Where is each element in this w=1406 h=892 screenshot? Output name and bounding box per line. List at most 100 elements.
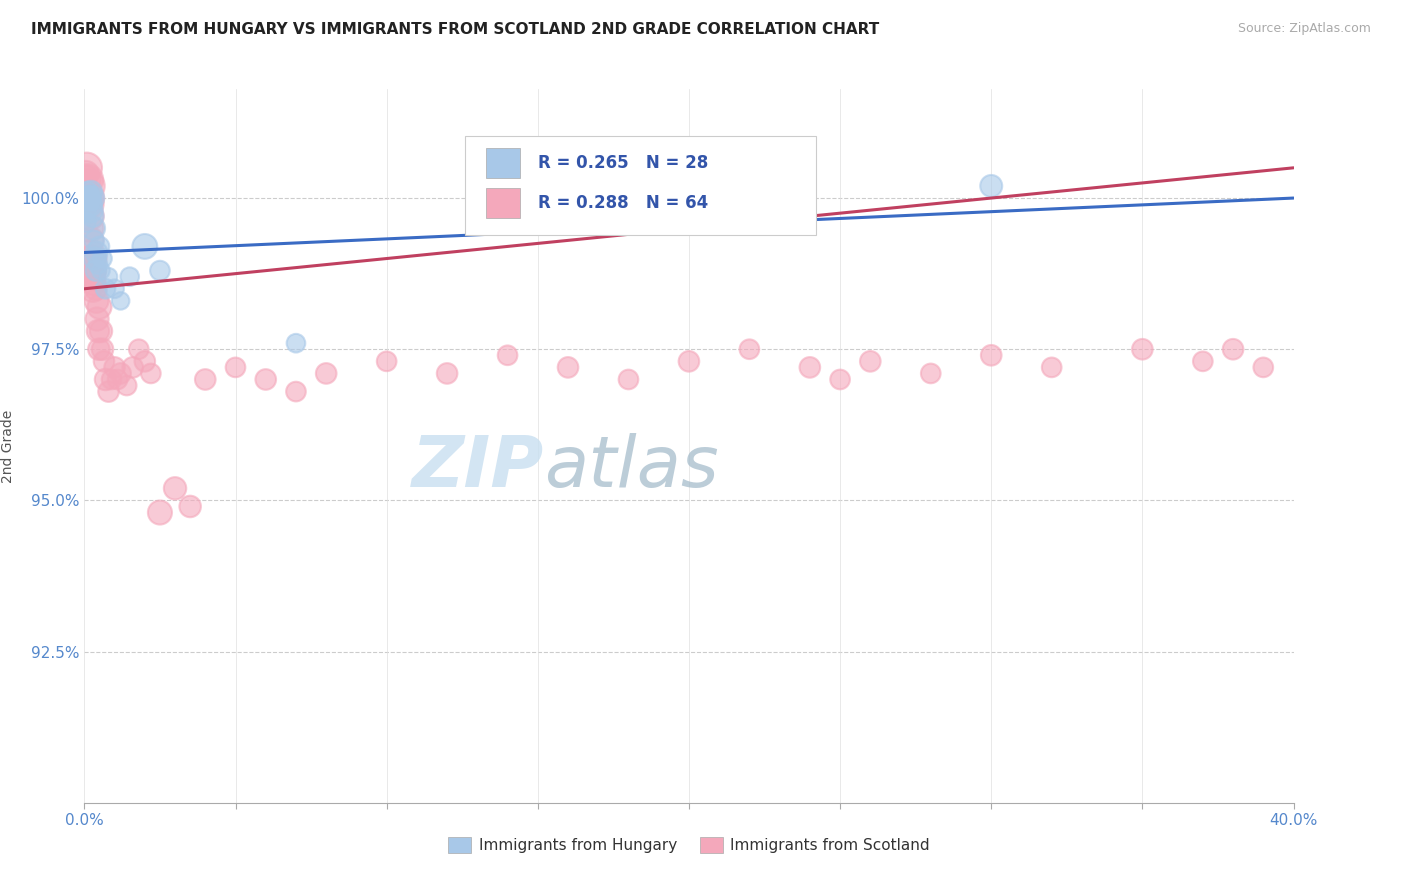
Point [79, 221, 101, 235]
Point [82, 221, 104, 235]
Point [75, 215, 97, 229]
Point [139, 367, 162, 381]
Point [86, 245, 108, 260]
Point [110, 367, 132, 381]
Point [80, 185, 103, 199]
Point [77, 191, 100, 205]
Point [179, 500, 201, 514]
Text: ZIP: ZIP [412, 433, 544, 502]
Point [76, 203, 98, 218]
Point [1222, 343, 1244, 357]
Point [980, 178, 1002, 193]
Point [118, 269, 141, 284]
Point [110, 293, 132, 308]
Point [76, 161, 98, 175]
Point [84, 252, 107, 266]
Text: R = 0.288   N = 64: R = 0.288 N = 64 [538, 194, 709, 212]
Point [82, 282, 104, 296]
Point [97, 269, 120, 284]
FancyBboxPatch shape [486, 148, 520, 178]
Point [90, 263, 112, 277]
Point [194, 372, 217, 386]
Point [79, 233, 101, 247]
Point [121, 360, 143, 375]
Point [830, 372, 852, 386]
Point [76, 173, 98, 187]
Point [84, 282, 107, 296]
Point [254, 372, 277, 386]
Point [89, 239, 111, 253]
Point [91, 343, 114, 357]
Point [738, 343, 761, 357]
Point [75, 178, 97, 193]
Point [83, 233, 105, 247]
Point [920, 367, 942, 381]
Point [107, 372, 129, 386]
Point [149, 263, 172, 277]
Point [436, 367, 458, 381]
Point [799, 360, 821, 375]
Point [89, 300, 111, 314]
Point [82, 269, 104, 284]
Point [79, 203, 101, 218]
Text: Source: ZipAtlas.com: Source: ZipAtlas.com [1237, 22, 1371, 36]
FancyBboxPatch shape [465, 136, 815, 235]
Point [77, 178, 100, 193]
Point [678, 354, 700, 368]
Point [1132, 343, 1154, 357]
Point [134, 239, 156, 253]
Point [375, 354, 398, 368]
Point [80, 252, 103, 266]
Point [94, 282, 117, 296]
Point [980, 348, 1002, 362]
Point [76, 185, 98, 199]
Point [97, 384, 120, 399]
Point [87, 258, 110, 272]
Point [87, 324, 110, 338]
Point [285, 336, 308, 351]
Point [1040, 360, 1063, 375]
Legend: Immigrants from Hungary, Immigrants from Scotland: Immigrants from Hungary, Immigrants from… [441, 831, 936, 859]
Point [859, 354, 882, 368]
Point [76, 173, 98, 187]
Text: IMMIGRANTS FROM HUNGARY VS IMMIGRANTS FROM SCOTLAND 2ND GRADE CORRELATION CHART: IMMIGRANTS FROM HUNGARY VS IMMIGRANTS FR… [31, 22, 879, 37]
Point [104, 360, 127, 375]
Point [87, 343, 110, 357]
Point [1192, 354, 1215, 368]
Point [82, 209, 104, 223]
Point [82, 276, 104, 290]
Point [285, 384, 308, 399]
Point [75, 167, 97, 181]
Point [225, 360, 247, 375]
Point [100, 372, 122, 386]
Y-axis label: 2nd Grade: 2nd Grade [0, 409, 14, 483]
Point [617, 372, 640, 386]
Point [79, 191, 101, 205]
Point [77, 197, 100, 211]
Point [315, 367, 337, 381]
Point [134, 354, 156, 368]
FancyBboxPatch shape [486, 188, 520, 218]
Text: atlas: atlas [544, 433, 718, 502]
Point [104, 282, 127, 296]
Point [94, 372, 117, 386]
Point [80, 191, 103, 205]
Point [128, 343, 150, 357]
Point [79, 209, 101, 223]
Point [77, 197, 100, 211]
Point [115, 378, 138, 392]
Point [557, 360, 579, 375]
Point [86, 312, 108, 326]
Point [80, 263, 103, 277]
Point [77, 191, 100, 205]
Point [91, 252, 114, 266]
Point [165, 481, 187, 495]
Point [90, 324, 112, 338]
Point [84, 263, 107, 277]
Point [1253, 360, 1275, 375]
Text: R = 0.265   N = 28: R = 0.265 N = 28 [538, 154, 709, 172]
Point [496, 348, 519, 362]
Point [93, 354, 115, 368]
Point [149, 506, 172, 520]
Point [86, 293, 108, 308]
